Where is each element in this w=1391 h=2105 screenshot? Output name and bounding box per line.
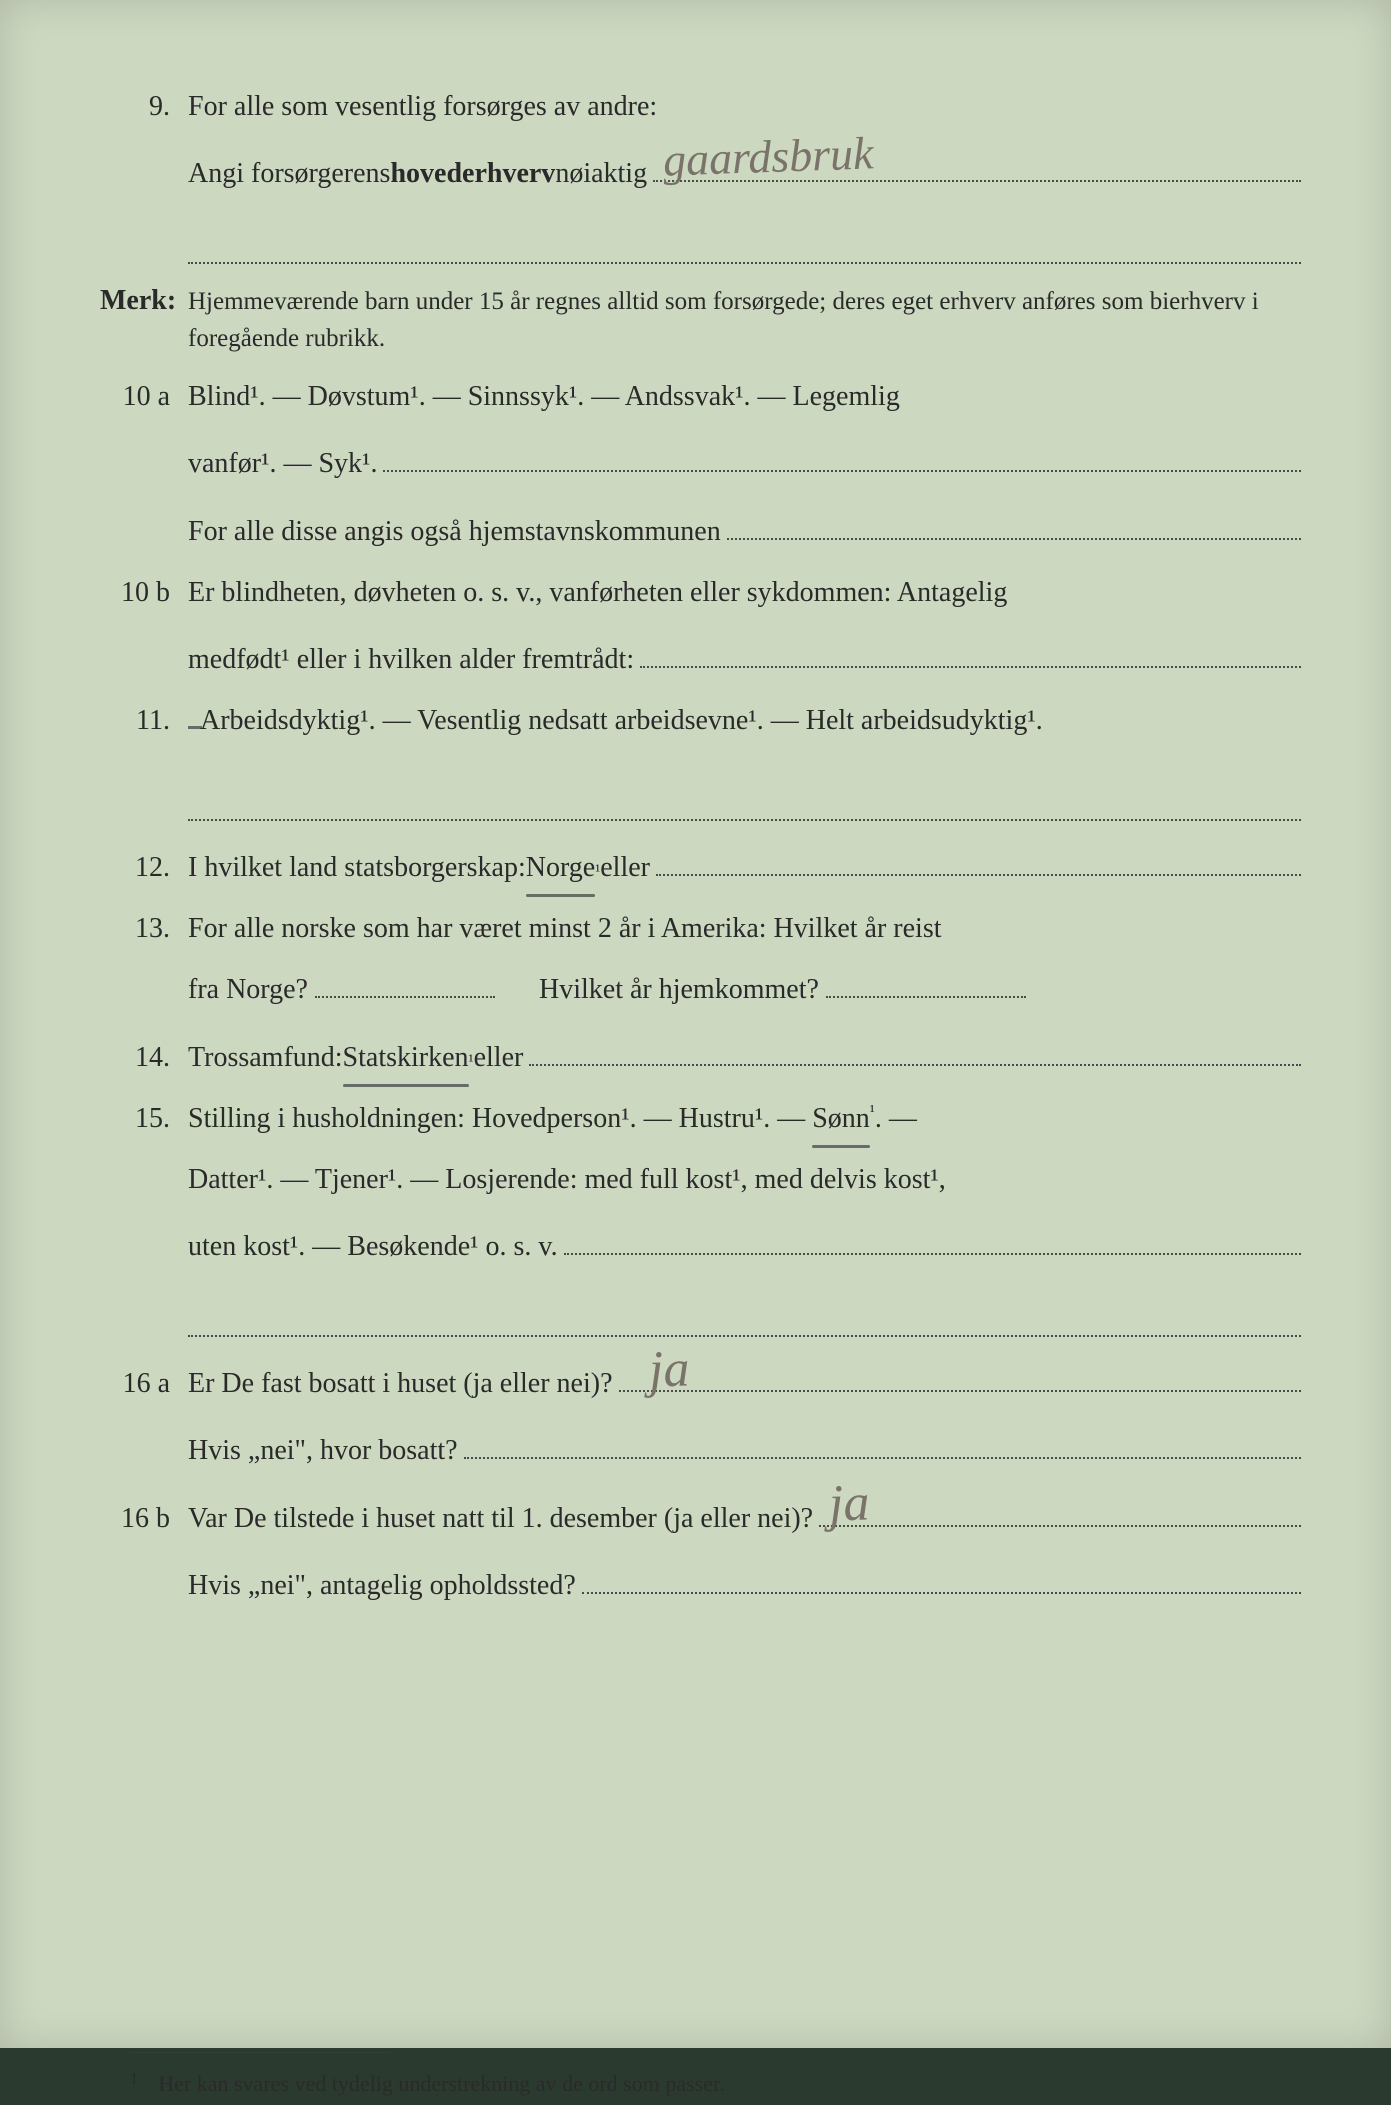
q9-text2: Angi forsørgerens hovederhverv nøiaktig … [188, 141, 1301, 200]
q10b-number: 10 b [100, 566, 188, 619]
merk-row: Merk: Hjemmeværende barn under 15 år reg… [100, 274, 1301, 358]
q15-line1: 15. Stilling i husholdningen: Hovedperso… [100, 1092, 1301, 1145]
q16b-number: 16 b [100, 1492, 188, 1545]
q14-statskirken-underlined: Statskirken [343, 1031, 469, 1084]
q15-line2: Datter¹. — Tjener¹. — Losjerende: med fu… [100, 1153, 1301, 1206]
q16b-handwritten-answer: ja [827, 1455, 871, 1555]
q10a-fill2 [727, 498, 1301, 539]
q10a-fill [383, 431, 1301, 472]
q9-handwritten-answer: gaardsbruk [662, 110, 875, 205]
q12-row: 12. I hvilket land statsborgerskap: Norg… [100, 835, 1301, 894]
merk-label: Merk: [100, 274, 188, 327]
q9-answer-line: gaardsbruk [653, 141, 1301, 182]
q9-number: 9. [100, 80, 188, 133]
q11-number: 11. [100, 694, 188, 747]
q12-fill [656, 835, 1301, 876]
q14-text: Trossamfund: Statskirken¹ eller [188, 1024, 1301, 1083]
q15-line3: uten kost¹. — Besøkende¹ o. s. v. [100, 1214, 1301, 1273]
q13-fill1 [315, 996, 495, 998]
q16b-answer-line: ja [819, 1485, 1301, 1526]
q14-fill [529, 1024, 1301, 1065]
q16a-number: 16 a [100, 1357, 188, 1410]
q10a-line1: 10 a Blind¹. — Døvstum¹. — Sinnssyk¹. — … [100, 370, 1301, 423]
census-form-page: 9. For alle som vesentlig forsørges av a… [0, 0, 1391, 2048]
q14-number: 14. [100, 1031, 188, 1084]
q12-norge-underlined: Norge [526, 841, 595, 894]
q10a-line2: vanfør¹. — Syk¹. [100, 431, 1301, 490]
q15-text1: Stilling i husholdningen: Hovedperson¹. … [188, 1092, 1301, 1145]
q14-row: 14. Trossamfund: Statskirken¹ eller [100, 1024, 1301, 1083]
q16a-answer-line: ja [619, 1351, 1302, 1392]
q12-number: 12. [100, 841, 188, 894]
q16b-fill2 [582, 1553, 1301, 1594]
q11-extra-line [188, 765, 1301, 820]
q9-line2: Angi forsørgerens hovederhverv nøiaktig … [100, 141, 1301, 200]
q10b-line2: medfødt¹ eller i hvilken alder fremtrådt… [100, 627, 1301, 686]
q16a-handwritten-answer: ja [647, 1320, 691, 1420]
q13-number: 13. [100, 902, 188, 955]
q10b-text1: Er blindheten, døvheten o. s. v., vanfør… [188, 566, 1301, 619]
q13-fill2 [826, 996, 1026, 998]
q13-line1: 13. For alle norske som har været minst … [100, 902, 1301, 955]
q10a-number: 10 a [100, 370, 188, 423]
q16b-line1: 16 b Var De tilstede i huset natt til 1.… [100, 1485, 1301, 1544]
footnote: 1 Her kan svares ved tydelig understrekn… [130, 2063, 1301, 2105]
q16b-line2: Hvis „nei", antagelig opholdssted? [100, 1553, 1301, 1612]
q13-line2: fra Norge? Hvilket år hjemkommet? [100, 963, 1301, 1016]
q10a-line3: For alle disse angis også hjemstavnskomm… [100, 498, 1301, 557]
footnote-text: Her kan svares ved tydelig understreknin… [158, 2063, 724, 2105]
footnote-rule [130, 2052, 390, 2053]
q15-number: 15. [100, 1092, 188, 1145]
q15-text2: Datter¹. — Tjener¹. — Losjerende: med fu… [188, 1153, 1301, 1206]
q10b-fill [640, 627, 1301, 668]
q16a-fill2 [464, 1418, 1301, 1459]
q15-extra-line [188, 1282, 1301, 1337]
q13-text1: For alle norske som har været minst 2 år… [188, 902, 1301, 955]
q10a-text1: Blind¹. — Døvstum¹. — Sinnssyk¹. — Andss… [188, 370, 1301, 423]
q12-text: I hvilket land statsborgerskap: Norge¹ e… [188, 835, 1301, 894]
q10b-line1: 10 b Er blindheten, døvheten o. s. v., v… [100, 566, 1301, 619]
footnote-marker: 1 [130, 2063, 138, 2105]
q15-sonn-underlined: Sønn [812, 1092, 870, 1145]
q16a-line1: 16 a Er De fast bosatt i huset (ja eller… [100, 1351, 1301, 1410]
q11-row: 11. Arbeidsdyktig¹. — Vesentlig nedsatt … [100, 694, 1301, 747]
merk-text: Hjemmeværende barn under 15 år regnes al… [188, 283, 1301, 358]
q9-extra-line [188, 209, 1301, 264]
q15-fill [564, 1214, 1301, 1255]
q11-text: Arbeidsdyktig¹. — Vesentlig nedsatt arbe… [188, 694, 1301, 747]
q16a-line2: Hvis „nei", hvor bosatt? [100, 1418, 1301, 1477]
